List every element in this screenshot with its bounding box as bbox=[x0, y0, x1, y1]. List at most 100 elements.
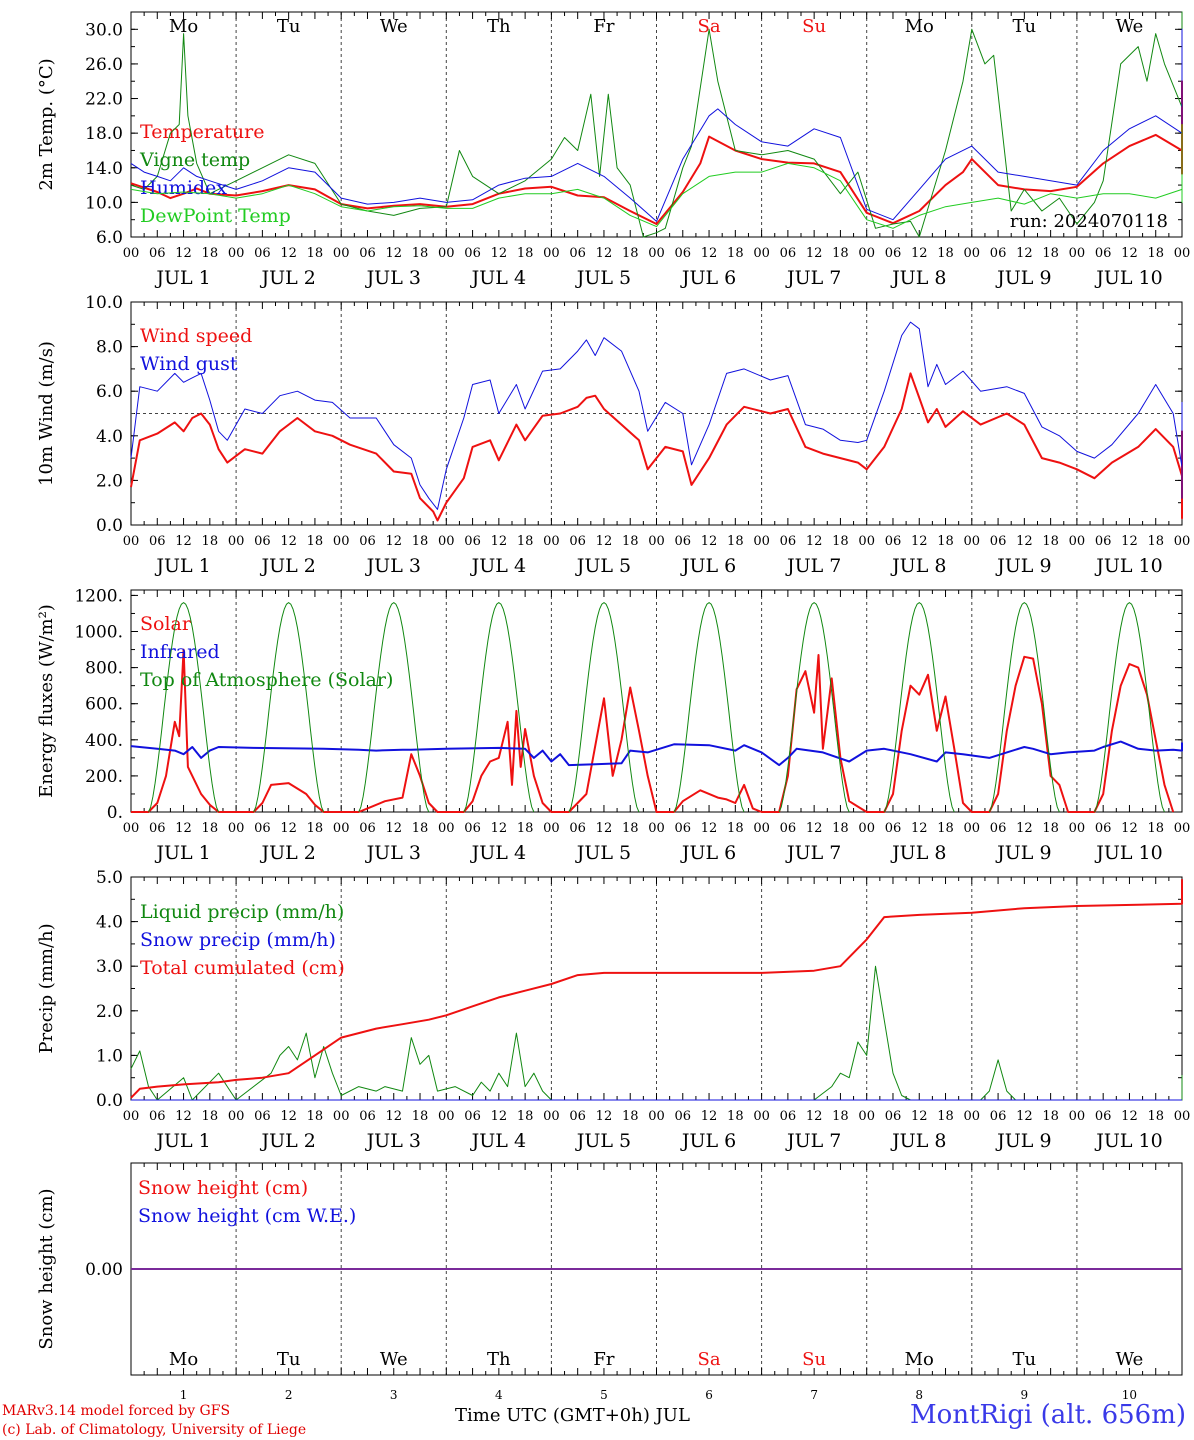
day-number-label: 10 bbox=[1122, 1388, 1137, 1402]
date-label: JUL 4 bbox=[470, 1130, 526, 1152]
hour-tick-label: 12 bbox=[701, 246, 718, 261]
hour-tick-label: 12 bbox=[701, 534, 718, 549]
hour-tick-label: 18 bbox=[202, 534, 219, 549]
hour-tick-label: 12 bbox=[280, 1109, 297, 1124]
hour-tick-label: 12 bbox=[911, 246, 928, 261]
day-number-label: 3 bbox=[390, 1388, 398, 1402]
hour-tick-label: 06 bbox=[254, 534, 271, 549]
hour-tick-label: 12 bbox=[911, 534, 928, 549]
legend-entry: Temperature bbox=[140, 121, 264, 143]
series-toa-solar bbox=[148, 601, 1165, 813]
hour-tick-label: 00 bbox=[648, 1109, 665, 1124]
date-label: JUL 2 bbox=[259, 555, 315, 577]
hour-tick-label: 06 bbox=[675, 821, 692, 836]
hour-tick-label: 00 bbox=[964, 1109, 981, 1124]
hour-tick-label: 00 bbox=[1069, 821, 1086, 836]
hour-tick-label: 18 bbox=[727, 1109, 744, 1124]
date-label: JUL 3 bbox=[365, 1130, 421, 1152]
legend-entry: Top of Atmosphere (Solar) bbox=[140, 669, 393, 691]
hour-tick-label: 06 bbox=[569, 821, 586, 836]
hour-tick-label: 18 bbox=[202, 246, 219, 261]
hour-tick-label: 12 bbox=[385, 246, 402, 261]
date-label: JUL 7 bbox=[785, 267, 841, 289]
day-number-label: 2 bbox=[285, 1388, 293, 1402]
date-label: JUL 10 bbox=[1094, 1130, 1162, 1152]
hour-tick-label: 18 bbox=[1042, 1109, 1059, 1124]
hour-tick-label: 18 bbox=[412, 534, 429, 549]
hour-tick-label: 18 bbox=[517, 1109, 534, 1124]
hour-tick-label: 00 bbox=[858, 1109, 875, 1124]
hour-tick-label: 18 bbox=[202, 1109, 219, 1124]
day-of-week-label: Fr bbox=[593, 16, 614, 37]
hour-tick-label: 18 bbox=[1147, 821, 1164, 836]
hour-tick-label: 06 bbox=[675, 1109, 692, 1124]
hour-tick-label: 12 bbox=[491, 534, 508, 549]
series-wind-gust bbox=[130, 321, 1183, 510]
y-tick-label: 5.0 bbox=[96, 868, 123, 888]
date-label: JUL 5 bbox=[575, 842, 631, 864]
hour-tick-label: 18 bbox=[1147, 534, 1164, 549]
hour-tick-label: 06 bbox=[990, 246, 1007, 261]
legend-entry: Snow height (cm W.E.) bbox=[138, 1205, 356, 1227]
hour-tick-label: 00 bbox=[964, 821, 981, 836]
y-tick-label: 6.0 bbox=[96, 228, 123, 248]
date-label: JUL 10 bbox=[1094, 842, 1162, 864]
hour-tick-label: 00 bbox=[333, 246, 350, 261]
snow-panel: 0.00 Snow height (cm) Snow height (cm) Snow… bbox=[36, 1162, 1183, 1402]
hour-tick-label: 12 bbox=[911, 821, 928, 836]
hour-tick-label: 06 bbox=[464, 534, 481, 549]
legend-entry: Total cumulated (cm) bbox=[140, 957, 345, 979]
y-tick-label: 0. bbox=[107, 803, 123, 823]
hour-tick-label: 12 bbox=[1121, 246, 1138, 261]
day-of-week-label: Mo bbox=[905, 1349, 934, 1370]
hour-tick-label: 18 bbox=[937, 1109, 954, 1124]
run-annotation: run: 2024070118 bbox=[1010, 211, 1168, 232]
day-of-week-label: Mo bbox=[169, 16, 198, 37]
date-label: JUL 10 bbox=[1094, 555, 1162, 577]
hour-tick-label: 00 bbox=[753, 821, 770, 836]
hour-tick-label: 18 bbox=[307, 534, 324, 549]
hour-tick-label: 06 bbox=[780, 534, 797, 549]
legend-entry: Liquid precip (mm/h) bbox=[140, 901, 344, 923]
model-credit: MARv3.14 model forced by GFS (c) Lab. of… bbox=[2, 1402, 306, 1440]
hour-tick-label: 12 bbox=[385, 1109, 402, 1124]
day-of-week-label: We bbox=[1116, 16, 1144, 37]
date-label: JUL 4 bbox=[470, 555, 526, 577]
hour-tick-label: 18 bbox=[622, 534, 639, 549]
hour-tick-label: 00 bbox=[964, 534, 981, 549]
hour-tick-label: 00 bbox=[858, 534, 875, 549]
day-of-week-label: Tu bbox=[277, 1349, 301, 1370]
y-tick-label: 1000. bbox=[74, 623, 123, 643]
hour-tick-label: 18 bbox=[517, 246, 534, 261]
date-label: JUL 2 bbox=[259, 1130, 315, 1152]
series-vigne-temp bbox=[130, 11, 1183, 238]
y-tick-label: 0.0 bbox=[96, 1091, 123, 1111]
hour-tick-label: 12 bbox=[596, 246, 613, 261]
hour-tick-label: 06 bbox=[569, 246, 586, 261]
temperature-panel: 6.0 10.0 14.0 18.0 22.0 26.0 30.0 2m Temp. (°C)… bbox=[36, 11, 1191, 289]
day-of-week-label: Su bbox=[802, 16, 826, 37]
date-label: JUL 1 bbox=[154, 842, 210, 864]
hour-tick-label: 00 bbox=[1174, 1109, 1191, 1124]
series-solar bbox=[131, 648, 1175, 813]
hour-tick-label: 06 bbox=[780, 246, 797, 261]
hour-tick-label: 00 bbox=[228, 1109, 245, 1124]
hour-tick-label: 12 bbox=[1016, 246, 1033, 261]
date-label: JUL 3 bbox=[365, 267, 421, 289]
y-tick-label: 8.0 bbox=[96, 338, 123, 358]
hour-tick-label: 00 bbox=[1174, 246, 1191, 261]
day-number-label: 9 bbox=[1021, 1388, 1029, 1402]
hour-tick-label: 12 bbox=[491, 821, 508, 836]
legend-entry: Vigne temp bbox=[139, 149, 250, 171]
series-dewpoint-temp bbox=[130, 124, 1183, 229]
time-axis-label: Time UTC (GMT+0h) JUL bbox=[455, 1405, 690, 1426]
date-label: JUL 9 bbox=[995, 842, 1051, 864]
hour-tick-label: 06 bbox=[885, 534, 902, 549]
day-of-week-label: Mo bbox=[169, 1349, 198, 1370]
hour-tick-label: 00 bbox=[1069, 246, 1086, 261]
hour-tick-label: 00 bbox=[438, 246, 455, 261]
hour-tick-label: 18 bbox=[517, 821, 534, 836]
date-label: JUL 6 bbox=[680, 555, 736, 577]
hour-tick-label: 12 bbox=[385, 534, 402, 549]
hour-tick-label: 06 bbox=[254, 1109, 271, 1124]
